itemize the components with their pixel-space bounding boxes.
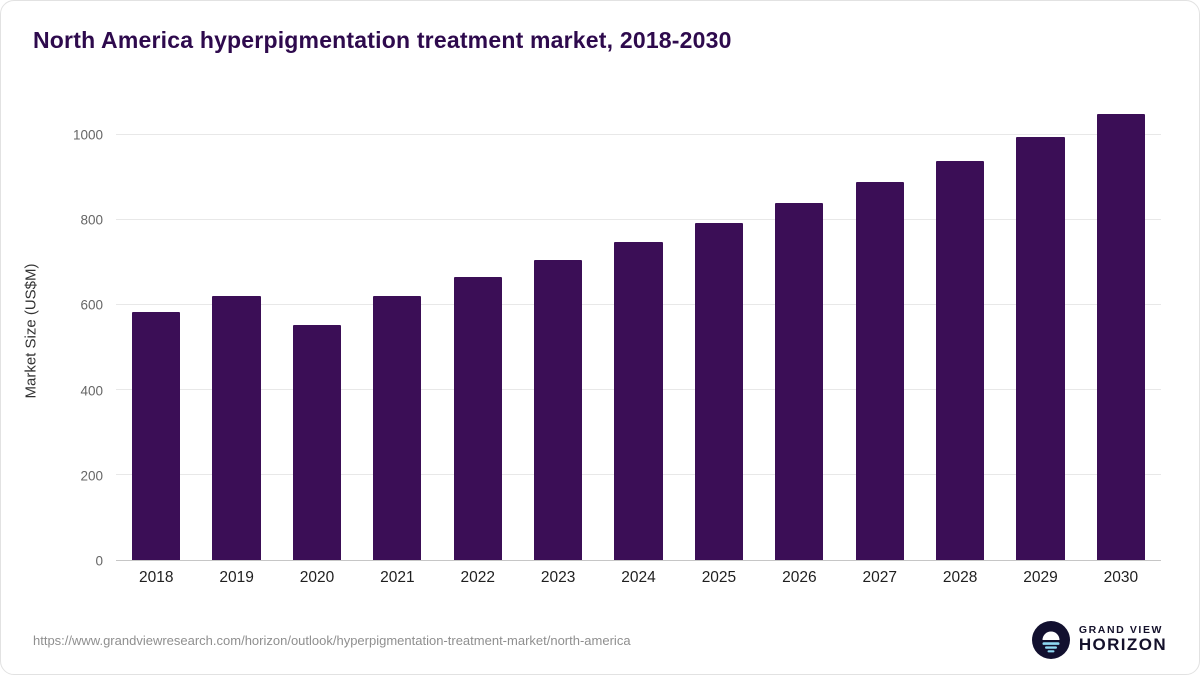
y-tick-label-0: 0: [95, 553, 103, 569]
x-tick-label-2029: 2029: [1023, 569, 1058, 586]
source-url: https://www.grandviewresearch.com/horizo…: [33, 633, 631, 648]
x-tick-label-2019: 2019: [219, 569, 254, 586]
bar-2028: [935, 160, 985, 560]
x-tick-label-2026: 2026: [782, 569, 817, 586]
y-tick-label-600: 600: [80, 297, 103, 313]
logo-text-bottom: HORIZON: [1078, 635, 1167, 655]
bar-2018: [132, 311, 181, 560]
bars-group: [116, 101, 1161, 560]
bar-2030: [1096, 113, 1145, 560]
bar-2022: [453, 276, 502, 560]
bar-column-2023: [518, 101, 598, 560]
x-axis-tick-labels: 2018 2019 2020 2021 2022 2023 2024 2025 2026 2027…: [116, 569, 1161, 587]
logo-text-top: GRAND VIEW: [1078, 623, 1164, 636]
grand-view-horizon-logo: GRAND VIEW HORIZON: [1031, 621, 1167, 659]
bar-column-2021: [357, 101, 437, 560]
x-tick-label-2025: 2025: [701, 569, 737, 586]
bar-2029: [1016, 137, 1065, 560]
x-tick-label-2030: 2030: [1103, 569, 1139, 586]
x-tick-label-2022: 2022: [460, 569, 495, 586]
y-tick-label-400: 400: [80, 383, 103, 399]
bar-column-2030: [1081, 101, 1161, 560]
gridline-800: [116, 219, 1161, 220]
bar-chart-plot-area: [116, 101, 1161, 561]
bar-column-2029: [1000, 101, 1080, 560]
x-tick-label-2027: 2027: [862, 569, 897, 586]
bar-column-2024: [598, 101, 678, 560]
bar-2025: [694, 222, 744, 560]
bar-column-2020: [277, 101, 357, 560]
x-tick-label-2024: 2024: [621, 569, 656, 586]
bar-column-2025: [679, 101, 759, 560]
bar-2024: [614, 242, 663, 560]
bar-2021: [373, 295, 422, 560]
bar-column-2018: [116, 101, 196, 560]
bar-column-2026: [759, 101, 839, 560]
horizon-sun-over-water-icon: [1031, 621, 1070, 659]
logo-text: GRAND VIEW HORIZON: [1078, 623, 1167, 655]
bar-column-2019: [196, 101, 276, 560]
chart-title: North America hyperpigmentation treatmen…: [33, 27, 732, 53]
bar-2020: [292, 325, 342, 560]
bar-2026: [775, 203, 824, 560]
bar-column-2028: [920, 101, 1000, 560]
bar-column-2022: [438, 101, 518, 560]
bar-column-2027: [840, 101, 920, 560]
x-tick-label-2028: 2028: [942, 569, 978, 586]
x-tick-label-2023: 2023: [540, 569, 576, 586]
bar-2027: [855, 182, 904, 560]
y-tick-label-1000: 1000: [72, 127, 103, 143]
bar-2019: [212, 295, 261, 560]
y-tick-label-200: 200: [80, 468, 103, 484]
y-axis-tick-labels: 0 200 400 600 800 1000: [1, 101, 103, 569]
x-tick-label-2018: 2018: [138, 569, 174, 586]
bar-2023: [534, 259, 583, 560]
x-tick-label-2021: 2021: [380, 569, 415, 586]
y-tick-label-800: 800: [80, 212, 103, 228]
x-tick-label-2020: 2020: [299, 569, 335, 586]
gridline-1000: [116, 134, 1161, 135]
